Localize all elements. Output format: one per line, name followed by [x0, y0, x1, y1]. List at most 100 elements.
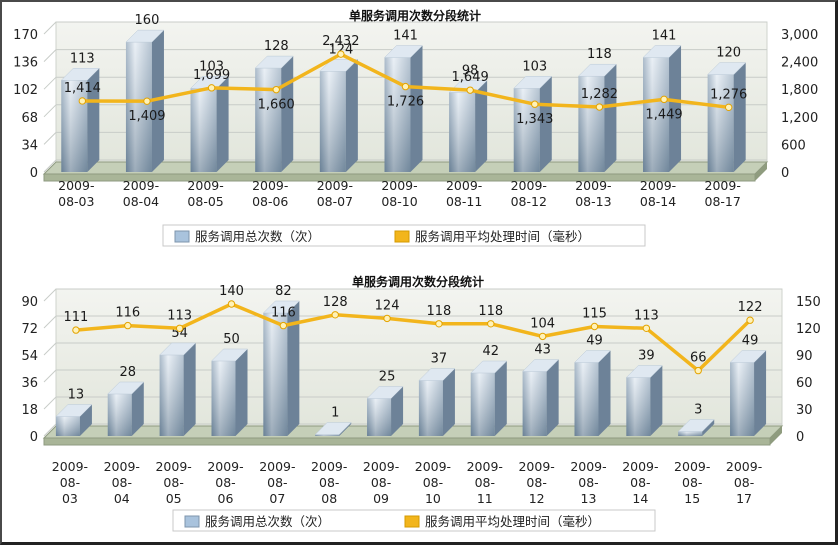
bar-value-label: 3 — [694, 403, 702, 418]
bar-top — [55, 404, 93, 417]
bar-value-label: 103 — [199, 59, 224, 74]
left-axis-tick: 54 — [21, 349, 38, 364]
line-marker — [337, 50, 345, 58]
bar-shade — [626, 377, 651, 436]
bar-value-label: 124 — [328, 42, 353, 57]
line-marker — [746, 316, 754, 324]
x-axis-label: 08- — [734, 475, 754, 490]
x-axis-label: 05 — [166, 491, 182, 506]
bar-value-label: 128 — [264, 39, 289, 54]
bar — [125, 29, 165, 173]
bar-value-label: 49 — [586, 334, 603, 349]
line-value-label: 1,276 — [710, 87, 747, 102]
left-axis-tick: 68 — [21, 111, 38, 126]
bar — [418, 368, 456, 436]
bar-top — [707, 62, 747, 75]
line-marker — [590, 322, 599, 331]
x-axis-label: 13 — [581, 491, 597, 506]
plot-floor-side — [755, 162, 767, 181]
bar — [625, 365, 663, 436]
bar-shade — [707, 74, 734, 172]
x-axis-label: 06 — [218, 491, 234, 506]
line-marker — [660, 95, 668, 104]
bar-shade — [319, 71, 346, 172]
x-axis-label: 2009- — [155, 459, 191, 474]
bar-shade — [574, 362, 599, 436]
line-value-label: 140 — [219, 284, 244, 299]
x-axis-label: 2009- — [187, 178, 223, 193]
x-axis-label: 08- — [112, 475, 132, 490]
right-axis-tick: 150 — [796, 295, 821, 310]
bar-shade — [263, 313, 288, 436]
bar-value-label: 120 — [716, 46, 741, 61]
bar-top — [513, 76, 553, 89]
bar-shade — [730, 362, 755, 436]
bar-side — [475, 80, 488, 172]
chart-title: 单服务调用次数分段统计 — [349, 8, 481, 23]
line-value-label: 1,726 — [387, 95, 424, 110]
bar-top — [210, 348, 249, 362]
bar-value-label: 82 — [275, 284, 292, 299]
line-value-label: 113 — [167, 308, 192, 323]
line-marker — [207, 84, 216, 92]
x-axis-label: 09 — [373, 491, 389, 506]
bar-top — [159, 342, 197, 356]
bar-shade — [255, 68, 282, 172]
x-axis-label: 07 — [269, 491, 285, 506]
bar-top — [677, 419, 715, 432]
grid-line-depth — [43, 159, 57, 173]
bar-top — [107, 381, 145, 395]
line-marker — [143, 97, 151, 105]
bar-value-label: 50 — [223, 332, 240, 347]
x-axis-label: 14 — [632, 491, 648, 506]
left-axis-tick: 170 — [13, 28, 38, 43]
line-marker — [272, 85, 280, 94]
bar-shade — [315, 434, 340, 436]
bar-side — [410, 45, 423, 172]
x-axis-label: 08- — [630, 475, 650, 490]
x-axis-label: 2009- — [311, 459, 347, 474]
x-axis-label: 2009- — [317, 178, 353, 193]
line-value-label: 116 — [271, 306, 296, 321]
x-axis-label: 04 — [114, 491, 130, 506]
bar-side — [339, 422, 352, 436]
legend-swatch-bar — [174, 230, 190, 243]
plot-floor-top — [42, 425, 784, 439]
line-value-label: 1,282 — [581, 87, 618, 102]
line-value-label: 116 — [115, 306, 140, 321]
x-axis-label: 08-06 — [252, 194, 288, 209]
bar-side — [345, 59, 358, 173]
bar-shade — [61, 80, 88, 172]
bar — [55, 404, 93, 436]
bar-shade — [449, 92, 476, 172]
legend-swatch-line — [404, 515, 420, 528]
x-axis-label: 11 — [477, 491, 493, 506]
line-marker — [595, 103, 604, 111]
bar-shade — [384, 57, 411, 172]
x-axis-label: 08- — [163, 475, 183, 490]
line-value-label: 115 — [582, 307, 607, 322]
bar-side — [281, 56, 294, 172]
bar-value-label: 49 — [742, 334, 759, 349]
x-axis-label: 08- — [60, 475, 80, 490]
bar-top — [577, 63, 618, 77]
x-axis-label: 2009- — [52, 459, 88, 474]
line-value-label: 66 — [690, 351, 707, 366]
line-marker — [78, 97, 87, 105]
bar-shade — [678, 431, 703, 436]
line-value-label: 118 — [478, 304, 503, 319]
line-marker — [279, 321, 288, 330]
line-marker — [487, 320, 495, 328]
bar-side — [733, 62, 746, 172]
bar — [729, 350, 767, 436]
grid-line-depth — [43, 49, 57, 62]
bar — [573, 350, 612, 436]
bar-top — [418, 368, 456, 381]
right-axis-tick: 3,000 — [781, 28, 818, 43]
chart-bottom: 单服务调用次数分段统计01836547290030609012015013285… — [21, 274, 821, 532]
line-value-label: 2,432 — [322, 34, 359, 49]
x-axis-label: 08-17 — [705, 194, 741, 209]
x-axis-label: 08- — [526, 475, 546, 490]
line-value-label: 1,414 — [64, 81, 101, 96]
